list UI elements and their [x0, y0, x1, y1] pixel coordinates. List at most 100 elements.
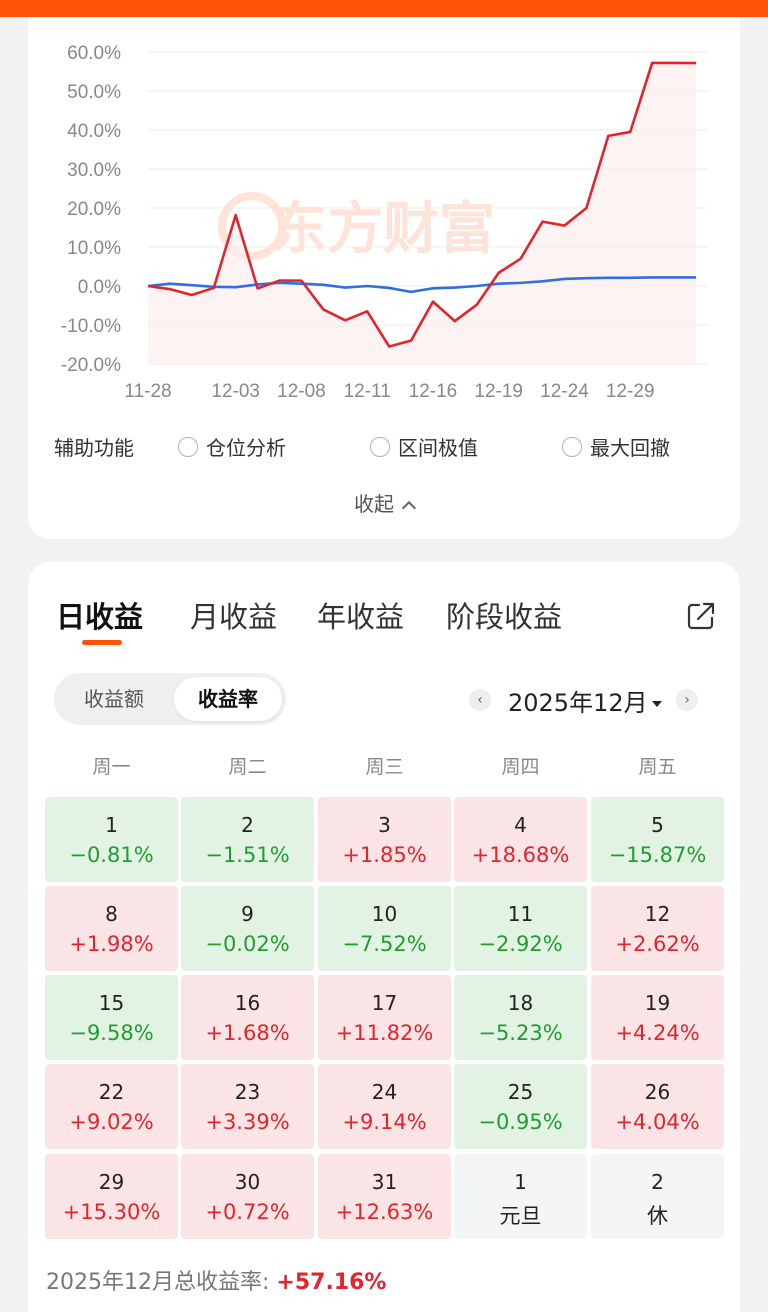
- y-tick-label: 50.0%: [67, 82, 121, 103]
- tab-daily-returns[interactable]: 日收益: [56, 600, 144, 634]
- watermark-text: 东方财富: [271, 197, 495, 262]
- y-tick-label: 60.0%: [67, 43, 121, 64]
- radio-icon: [562, 436, 582, 457]
- day-number: 9: [241, 902, 254, 926]
- calendar-day-cell[interactable]: 15 −9.58%: [45, 975, 178, 1060]
- x-tick-label: 12-19: [474, 381, 523, 402]
- collapse-label: 收起: [354, 492, 394, 516]
- option-max-drawdown[interactable]: 最大回撤: [562, 432, 670, 461]
- weekday-header: 周三: [365, 756, 404, 778]
- calendar-day-cell[interactable]: 4 +18.68%: [454, 797, 587, 882]
- x-tick-label: 12-03: [211, 381, 260, 402]
- x-tick-label: 11-28: [124, 381, 171, 402]
- day-number: 24: [371, 1080, 398, 1104]
- day-number: 5: [651, 813, 664, 837]
- calendar-day-cell[interactable]: 31 +12.63%: [318, 1154, 451, 1239]
- calendar-day-cell[interactable]: 17 +11.82%: [318, 975, 451, 1060]
- chevron-up-icon: [401, 500, 417, 516]
- calendar-day-cell[interactable]: 19 +4.24%: [591, 975, 724, 1060]
- calendar-day-cell[interactable]: 26 +4.04%: [591, 1064, 724, 1149]
- y-tick-label: 30.0%: [67, 160, 121, 181]
- day-return: −7.52%: [342, 932, 427, 956]
- day-return: −0.95%: [478, 1110, 563, 1134]
- day-return: +18.68%: [471, 843, 570, 867]
- calendar-day-cell[interactable]: 3 +1.85%: [318, 797, 451, 882]
- option-label: 区间极值: [398, 436, 478, 460]
- day-number: 10: [371, 902, 398, 926]
- x-tick-label: 12-16: [409, 381, 458, 402]
- month-selector[interactable]: 2025年12月: [508, 683, 662, 718]
- calendar-day-cell[interactable]: 30 +0.72%: [181, 1154, 314, 1239]
- calendar-day-cell[interactable]: 2 −1.51%: [181, 797, 314, 882]
- x-tick-label: 12-29: [606, 381, 655, 402]
- radio-icon: [370, 436, 390, 457]
- day-return: +11.82%: [335, 1021, 434, 1045]
- day-return: +4.04%: [615, 1110, 700, 1134]
- day-number: 17: [371, 991, 398, 1015]
- day-return: +0.72%: [205, 1200, 290, 1224]
- next-month-button[interactable]: ›: [676, 689, 698, 711]
- day-return: −0.81%: [69, 843, 154, 867]
- weekday-header: 周五: [638, 756, 677, 778]
- calendar-day-cell[interactable]: 16 +1.68%: [181, 975, 314, 1060]
- tab-period-returns[interactable]: 阶段收益: [446, 600, 563, 634]
- day-number: 11: [507, 902, 534, 926]
- prev-month-button[interactable]: ‹: [469, 689, 491, 711]
- day-return: +2.62%: [615, 932, 700, 956]
- calendar-day-cell[interactable]: 25 −0.95%: [454, 1064, 587, 1149]
- x-tick-label: 12-24: [540, 381, 589, 402]
- calendar-day-cell[interactable]: 23 +3.39%: [181, 1064, 314, 1149]
- day-return: +9.02%: [69, 1110, 154, 1134]
- option-label: 仓位分析: [206, 436, 286, 460]
- calendar-day-cell[interactable]: 10 −7.52%: [318, 886, 451, 971]
- y-tick-label: -10.0%: [61, 316, 121, 337]
- calendar-day-cell[interactable]: 18 −5.23%: [454, 975, 587, 1060]
- tab-yearly-returns[interactable]: 年收益: [317, 600, 405, 634]
- calendar-day-cell[interactable]: 5 −15.87%: [591, 797, 724, 882]
- day-number: 1: [105, 813, 118, 837]
- calendar-day-cell[interactable]: 24 +9.14%: [318, 1064, 451, 1149]
- weekday-header: 周一: [92, 756, 131, 778]
- share-icon[interactable]: [685, 600, 717, 632]
- calendar-day-cell[interactable]: 1 元旦: [454, 1154, 587, 1239]
- day-return: +4.24%: [615, 1021, 700, 1045]
- total-label: 2025年12月总收益率:: [46, 1270, 270, 1295]
- amount-rate-toggle: 收益额 收益率: [54, 673, 286, 725]
- radio-icon: [178, 436, 198, 457]
- day-return: 休: [647, 1204, 668, 1228]
- collapse-button[interactable]: 收起: [0, 488, 768, 517]
- day-return: −0.02%: [205, 932, 290, 956]
- y-tick-label: 0.0%: [78, 277, 121, 298]
- calendar-day-cell[interactable]: 1 −0.81%: [45, 797, 178, 882]
- day-number: 3: [378, 813, 391, 837]
- month-total-return: 2025年12月总收益率: +57.16%: [46, 1264, 386, 1296]
- benchmark-series-line: [147, 276, 696, 294]
- calendar-day-cell[interactable]: 22 +9.02%: [45, 1064, 178, 1149]
- auxiliary-functions-row: 辅助功能 仓位分析 区间极值 最大回撤: [54, 430, 714, 460]
- calendar-day-cell[interactable]: 9 −0.02%: [181, 886, 314, 971]
- day-number: 23: [234, 1080, 261, 1104]
- day-return: −15.87%: [608, 843, 707, 867]
- series-area: [148, 62, 696, 365]
- calendar-day-cell[interactable]: 11 −2.92%: [454, 886, 587, 971]
- day-number: 4: [514, 813, 527, 837]
- option-position-analysis[interactable]: 仓位分析: [178, 432, 286, 461]
- option-range-extremes[interactable]: 区间极值: [370, 432, 478, 461]
- toggle-amount[interactable]: 收益额: [84, 687, 144, 711]
- y-tick-label: 40.0%: [67, 121, 121, 142]
- tab-monthly-returns[interactable]: 月收益: [190, 600, 278, 634]
- day-number: 12: [644, 902, 671, 926]
- calendar-day-cell[interactable]: 29 +15.30%: [45, 1154, 178, 1239]
- weekday-header: 周四: [501, 756, 540, 778]
- x-tick-label: 12-11: [344, 381, 391, 402]
- calendar-day-cell[interactable]: 12 +2.62%: [591, 886, 724, 971]
- toggle-rate[interactable]: 收益率: [174, 677, 282, 721]
- day-number: 15: [98, 991, 125, 1015]
- day-number: 26: [644, 1080, 671, 1104]
- day-return: +12.63%: [335, 1200, 434, 1224]
- y-tick-label: -20.0%: [61, 355, 121, 376]
- day-number: 1: [514, 1170, 527, 1194]
- day-return: 元旦: [499, 1204, 542, 1228]
- calendar-day-cell[interactable]: 8 +1.98%: [45, 886, 178, 971]
